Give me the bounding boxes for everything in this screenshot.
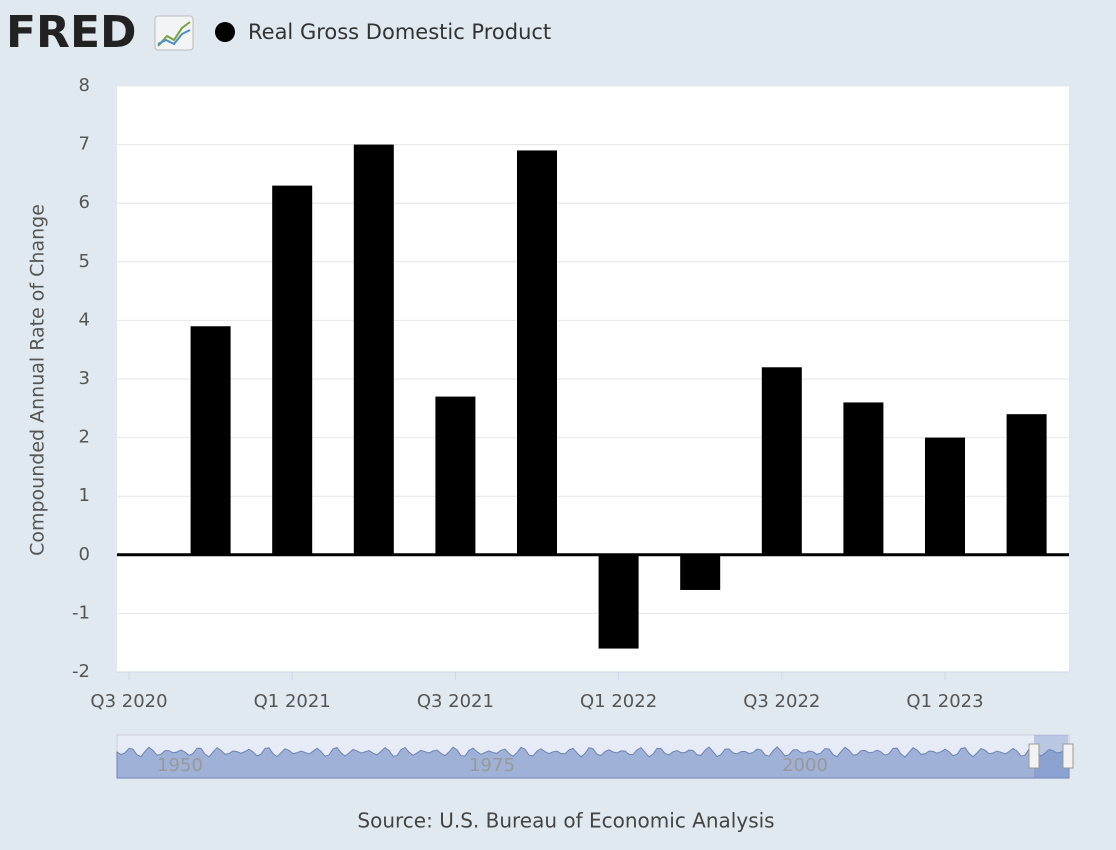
navigator-label: 2000 [782, 755, 828, 776]
x-tick-label: Q3 2020 [90, 691, 167, 712]
logo: FRED [6, 7, 137, 58]
legend-label: Real Gross Domestic Product [248, 20, 551, 44]
x-tick-label: Q1 2023 [906, 691, 983, 712]
navigator-label: 1975 [469, 755, 515, 776]
bar [435, 396, 476, 555]
navigator-label: 1950 [157, 755, 203, 776]
y-tick-label: 5 [79, 251, 90, 272]
legend-marker [215, 22, 235, 42]
y-tick-label: -2 [72, 661, 90, 682]
bar [272, 185, 313, 555]
x-tick-label: Q1 2022 [580, 691, 657, 712]
y-tick-label: 0 [79, 544, 90, 565]
y-tick-label: 7 [79, 134, 90, 155]
y-tick-label: 4 [79, 309, 90, 330]
navigator-series [116, 746, 1070, 779]
y-axis-label: Compounded Annual Rate of Change [27, 204, 49, 556]
y-tick-label: 8 [79, 75, 90, 96]
logo-icon [154, 15, 194, 51]
navigator-handle [1062, 743, 1074, 769]
navigator-handle [1028, 743, 1040, 769]
bar [1006, 414, 1047, 555]
y-tick-label: 6 [79, 192, 90, 213]
x-tick-label: Q3 2021 [417, 691, 494, 712]
y-tick-label: 3 [79, 368, 90, 389]
y-tick-label: -1 [72, 602, 90, 623]
x-tick-label: Q3 2022 [743, 691, 820, 712]
bar [353, 144, 394, 555]
y-tick-label: 1 [79, 485, 90, 506]
source: Source: U.S. Bureau of Economic Analysis [357, 809, 774, 833]
x-tick-label: Q1 2021 [254, 691, 331, 712]
navigator-selection [1034, 735, 1068, 778]
y-tick-label: 2 [79, 427, 90, 448]
bar [761, 367, 802, 555]
bar [598, 554, 639, 649]
bar [680, 554, 721, 590]
bar [925, 437, 965, 555]
navigator: 1950 1975 2000 [116, 734, 1074, 779]
bar [517, 150, 557, 555]
bar [843, 402, 884, 555]
bar [190, 326, 231, 555]
